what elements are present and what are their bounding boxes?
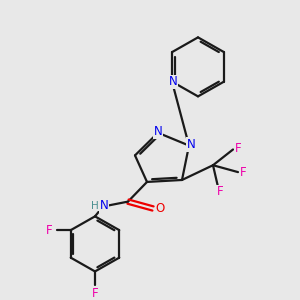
Text: F: F [92,286,98,300]
Text: F: F [240,166,246,178]
Text: N: N [154,125,162,138]
Text: O: O [155,202,165,215]
Text: N: N [169,75,177,88]
Text: F: F [45,224,52,237]
Text: F: F [235,142,241,155]
Text: H: H [91,200,99,211]
Text: N: N [100,199,108,212]
Text: F: F [217,185,223,198]
Text: N: N [187,138,195,151]
